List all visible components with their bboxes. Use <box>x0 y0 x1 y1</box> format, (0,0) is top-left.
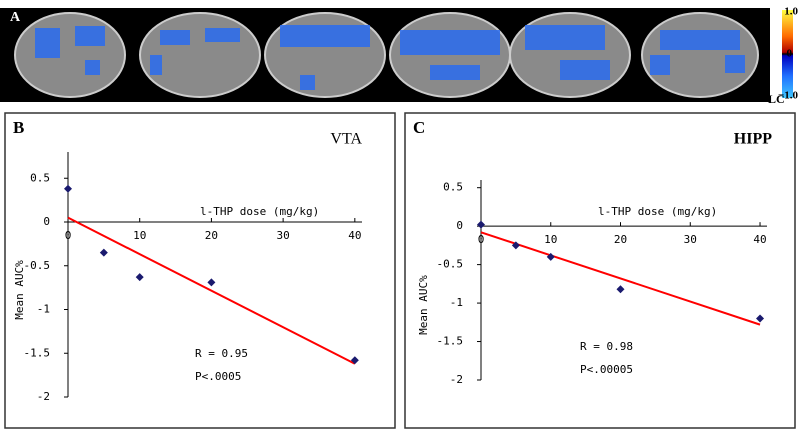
y-tick-label: -0.5 <box>437 258 464 271</box>
y-tick-label: 0.5 <box>30 171 50 184</box>
y-tick-label: 0.5 <box>443 181 463 194</box>
chart-panel: B VTA 0.5 0 -0.5 -1 -1.5 -2 0 10 20 30 40 l-THP dose … <box>4 112 396 429</box>
panel-label: C <box>413 118 425 137</box>
x-tick-label: 0 <box>65 229 72 242</box>
brain-slices <box>14 12 759 98</box>
fit-line <box>67 216 356 365</box>
x-tick-label: 20 <box>205 229 218 242</box>
y-tick-label: -1 <box>37 303 50 316</box>
colorbar-tick-label: 1.0 <box>784 6 798 18</box>
chart-panel: C HIPP 0.5 0 -0.5 -1 -1.5 -2 0 10 20 30 40 l-THP dose… <box>404 112 796 429</box>
x-tick-label: 40 <box>753 233 766 246</box>
colorbar-label: LC <box>768 92 785 106</box>
annotation: R = 0.98 <box>580 340 633 353</box>
colorbar-ticks: 1.0 0 −1.0 <box>778 6 799 102</box>
annotation: P<.00005 <box>580 363 633 376</box>
data-point <box>756 314 765 323</box>
data-point <box>511 241 520 250</box>
panel-frame <box>404 112 796 429</box>
charts: B VTA 0.5 0 -0.5 -1 -1.5 -2 0 10 20 30 40 l-THP dose … <box>4 112 796 429</box>
y-tick-label: -2 <box>450 373 463 386</box>
data-point <box>207 278 216 287</box>
colorbar <box>782 10 793 98</box>
data-point <box>135 273 144 282</box>
panel-frame <box>4 112 396 429</box>
data-point <box>616 285 625 294</box>
x-axis-label: l-THP dose (mg/kg) <box>598 205 717 218</box>
y-tick-label: -1.5 <box>437 335 464 348</box>
x-tick-label: 0 <box>478 233 485 246</box>
colorbar-tick-label: −1.0 <box>778 90 799 102</box>
panel-label: B <box>13 118 24 137</box>
y-tick-label: 0 <box>456 219 463 232</box>
y-tick-label: -2 <box>37 390 50 403</box>
data-point <box>64 184 72 193</box>
x-tick-label: 30 <box>684 233 697 246</box>
x-tick-label: 30 <box>276 229 289 242</box>
chart-title: HIPP <box>734 131 772 148</box>
y-tick-label: -0.5 <box>24 259 51 272</box>
x-tick-label: 40 <box>348 229 361 242</box>
colorbar-tick-label: 0 <box>787 48 793 60</box>
y-tick-label: -1.5 <box>24 346 51 359</box>
chart-title: VTA <box>330 131 362 148</box>
fit-line <box>480 231 761 326</box>
data-point <box>350 356 359 365</box>
panel-label: A <box>10 10 21 25</box>
y-tick-label: 0 <box>43 215 50 228</box>
y-axis-label: Mean AUC% <box>13 260 26 320</box>
data-point <box>546 252 555 261</box>
y-axis-label: Mean AUC% <box>417 275 430 335</box>
annotation: P<.0005 <box>195 370 241 383</box>
data-point <box>477 220 485 229</box>
annotation: R = 0.95 <box>195 347 248 360</box>
x-tick-label: 10 <box>133 229 146 242</box>
y-tick-label: -1 <box>450 296 463 309</box>
x-axis-label: l-THP dose (mg/kg) <box>200 205 319 218</box>
x-tick-label: 10 <box>544 233 557 246</box>
data-point <box>99 248 108 257</box>
x-tick-label: 20 <box>614 233 627 246</box>
